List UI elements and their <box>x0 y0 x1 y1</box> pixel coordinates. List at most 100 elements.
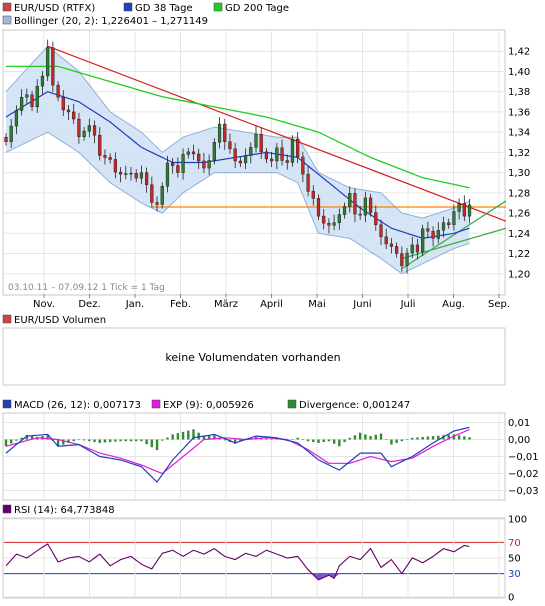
candle-body <box>82 130 86 137</box>
divergence-bar <box>145 439 148 445</box>
price-x-tick-label: April <box>260 299 283 310</box>
candle-body <box>40 75 45 87</box>
price-y-tick-label: 1,30 <box>508 168 530 179</box>
candle-body <box>462 203 466 217</box>
divergence-bar <box>374 434 377 440</box>
rsi-line <box>5 543 470 581</box>
divergence-legend-swatch <box>287 399 297 409</box>
candle-body <box>197 153 201 162</box>
candle-body <box>467 204 472 217</box>
candle-body <box>384 236 388 245</box>
divergence-bar <box>223 439 226 441</box>
rsi-lines <box>5 543 470 581</box>
candle-body <box>243 155 248 164</box>
candle-body <box>108 157 112 160</box>
candle-body <box>421 228 425 253</box>
candle-body <box>87 125 91 132</box>
divergence-bar <box>30 435 34 440</box>
candle-body <box>176 165 180 173</box>
candle-body <box>311 191 315 199</box>
candle-body <box>410 244 414 254</box>
price-y-tick-label: 1,34 <box>508 128 530 139</box>
divergence-bar <box>62 439 65 445</box>
candle-body <box>61 97 65 111</box>
rsi-panel: RSI (14): 64,773848 100 70 50 30 0 <box>2 504 527 604</box>
candle-body <box>457 203 461 212</box>
price-plot-frame <box>2 29 506 296</box>
candle-body <box>280 147 284 161</box>
rsi-y-tick-label: 0 <box>508 593 514 604</box>
gd38-line <box>5 91 470 240</box>
rsi-y-tick-label: 30 <box>508 569 521 580</box>
price-y-tick-label: 1,36 <box>508 107 530 118</box>
candle-body <box>436 230 440 239</box>
candle-body <box>301 156 305 175</box>
price-y-tick-label: 1,40 <box>508 67 530 78</box>
divergence-bar <box>400 439 404 442</box>
rsi-grid <box>4 518 504 598</box>
divergence-bar <box>15 439 18 441</box>
divergence-bar <box>197 432 200 440</box>
macd-y-ticks: 0,01 0,00 −0,01 −0,02 −0,03 <box>508 418 539 497</box>
divergence-bar <box>280 439 284 440</box>
candle-body <box>30 94 34 108</box>
price-y-tick-label: 1,26 <box>508 209 530 220</box>
divergence-bar <box>306 439 310 442</box>
candle-body <box>358 213 362 216</box>
divergence-bar <box>301 439 305 440</box>
candle-body <box>165 162 170 187</box>
price-x-ticks: Nov. Dez. Jan. Feb. März April Mai Juni Juli Aug.… <box>33 294 510 310</box>
candle-body <box>124 173 128 175</box>
divergence-bar <box>317 439 320 443</box>
candle-body <box>368 197 373 213</box>
legend-label-gd200: GD 200 Tage <box>225 3 289 14</box>
divergence-bar <box>385 439 388 440</box>
divergence-bar <box>98 439 101 443</box>
legend-swatch-eurusd <box>2 2 12 12</box>
divergence-bar <box>108 439 112 443</box>
candle-body <box>270 158 274 162</box>
candle-body <box>264 151 269 160</box>
price-x-tick-label: Juni <box>352 299 371 310</box>
divergence-bar <box>431 436 435 440</box>
price-y-tick-label: 1,32 <box>508 148 530 159</box>
divergence-bar <box>338 439 341 447</box>
candle-body <box>134 172 138 179</box>
divergence-bar <box>202 436 206 440</box>
candle-body <box>426 228 430 232</box>
divergence-bar <box>395 439 398 443</box>
divergence-bar <box>77 439 81 440</box>
candle-body <box>332 222 336 226</box>
candle-body <box>431 231 435 239</box>
downtrend-line <box>47 45 507 222</box>
divergence-bar <box>46 435 49 440</box>
divergence-bar <box>93 439 96 443</box>
candle-body <box>285 160 289 163</box>
candle-body <box>66 109 71 113</box>
rsi-legend-label: RSI (14): 64,773848 <box>14 505 115 516</box>
bollinger-area <box>6 46 470 274</box>
divergence-bar <box>457 435 461 440</box>
divergence-bar <box>72 439 75 442</box>
candle-body <box>181 154 185 173</box>
price-x-tick-label: Nov. <box>33 299 55 310</box>
rsi-y-tick-label: 70 <box>508 538 521 549</box>
macd-y-tick-label: −0,01 <box>508 452 539 463</box>
divergence-bar <box>25 434 29 440</box>
candle-body <box>316 198 321 217</box>
candle-body <box>77 118 81 137</box>
divergence-bar <box>270 438 273 440</box>
divergence-bar <box>239 439 242 442</box>
divergence-bar <box>379 433 383 440</box>
price-x-tick-label: März <box>214 299 238 310</box>
candle-body <box>56 84 60 98</box>
candle-body <box>363 197 367 216</box>
price-legend-1: EUR/USD (RTFX) GD 38 Tage GD 200 Tage Bo… <box>2 2 289 27</box>
candle-body <box>35 85 39 108</box>
divergence-bar <box>161 439 164 441</box>
divergence-bar <box>291 439 294 440</box>
candle-body <box>98 134 102 156</box>
candle-body <box>160 186 164 205</box>
candle-body <box>150 184 154 203</box>
divergence-bar <box>426 436 430 440</box>
